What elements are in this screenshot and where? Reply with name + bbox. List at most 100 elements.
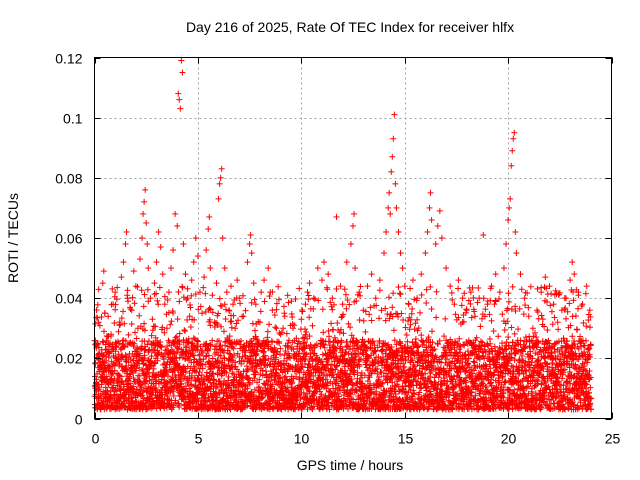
data-point — [492, 297, 499, 304]
data-point — [547, 302, 554, 309]
data-point — [499, 311, 506, 318]
data-point — [223, 306, 230, 313]
data-point — [483, 383, 490, 390]
data-point — [508, 324, 515, 331]
data-point — [116, 340, 123, 347]
data-point — [266, 321, 273, 328]
data-point — [132, 329, 139, 336]
data-point — [200, 284, 207, 291]
data-point — [216, 295, 223, 302]
data-point — [289, 314, 296, 321]
data-point — [264, 328, 271, 335]
data-point — [407, 285, 414, 292]
data-point — [305, 292, 312, 299]
data-point — [113, 388, 120, 395]
data-point — [501, 326, 508, 333]
data-point — [107, 393, 114, 400]
data-point — [121, 320, 128, 327]
data-point — [366, 311, 373, 318]
data-point — [418, 291, 425, 298]
data-point — [115, 351, 122, 358]
data-point — [283, 330, 290, 337]
data-point — [242, 307, 249, 314]
data-point — [125, 331, 132, 338]
data-point — [284, 292, 291, 299]
data-point — [505, 334, 512, 341]
data-point — [379, 343, 386, 350]
data-point — [551, 314, 558, 321]
data-point — [428, 328, 435, 335]
data-point — [220, 328, 227, 335]
data-point — [98, 313, 105, 320]
data-point — [417, 309, 424, 316]
data-point — [104, 333, 111, 340]
data-point — [120, 308, 127, 315]
data-point — [107, 388, 114, 395]
data-point — [101, 328, 108, 335]
data-point — [509, 283, 516, 290]
data-point — [124, 287, 131, 294]
data-point — [182, 328, 189, 335]
data-point — [99, 356, 106, 363]
data-point — [412, 335, 419, 342]
data-point — [342, 291, 349, 298]
data-point — [525, 304, 532, 311]
data-point — [109, 285, 116, 292]
data-point — [341, 286, 348, 293]
data-point — [272, 324, 279, 331]
data-point — [415, 325, 422, 332]
data-point — [138, 287, 145, 294]
data-point — [227, 318, 234, 325]
data-point — [548, 290, 555, 297]
data-point — [539, 316, 546, 323]
data-point — [176, 330, 183, 337]
data-point — [403, 332, 410, 339]
data-point — [495, 333, 502, 340]
data-point — [141, 291, 148, 298]
data-point — [442, 315, 449, 322]
data-point — [187, 324, 194, 331]
data-point — [174, 316, 181, 323]
data-point — [151, 346, 158, 353]
data-point — [181, 327, 188, 334]
data-point — [118, 315, 125, 322]
data-point — [103, 357, 110, 364]
data-point — [258, 289, 265, 296]
data-point — [96, 322, 103, 329]
data-point — [222, 316, 229, 323]
data-point — [490, 328, 497, 335]
data-point — [133, 335, 140, 342]
data-point — [455, 285, 462, 292]
data-point — [168, 318, 175, 325]
data-point — [534, 285, 541, 292]
data-point — [319, 306, 326, 313]
data-point — [458, 302, 465, 309]
data-point — [470, 358, 477, 365]
data-point — [296, 285, 303, 292]
data-point — [414, 327, 421, 334]
data-point — [448, 289, 455, 296]
data-point — [356, 317, 363, 324]
data-point — [488, 317, 495, 324]
data-point — [251, 327, 258, 334]
data-point — [113, 296, 120, 303]
data-point — [275, 283, 282, 290]
data-point — [396, 290, 403, 297]
data-point — [119, 353, 126, 360]
data-point — [140, 303, 147, 310]
data-point — [116, 372, 123, 379]
data-point — [280, 303, 287, 310]
data-point — [385, 294, 392, 301]
data-point — [303, 329, 310, 336]
data-point — [301, 334, 308, 341]
data-point — [248, 299, 255, 306]
data-point — [390, 327, 397, 334]
data-point — [179, 284, 186, 291]
data-point — [376, 287, 383, 294]
data-point — [468, 314, 475, 321]
data-point — [99, 338, 106, 345]
data-point — [111, 320, 118, 327]
data-point — [484, 341, 491, 348]
data-point — [184, 285, 191, 292]
data-point — [390, 290, 397, 297]
